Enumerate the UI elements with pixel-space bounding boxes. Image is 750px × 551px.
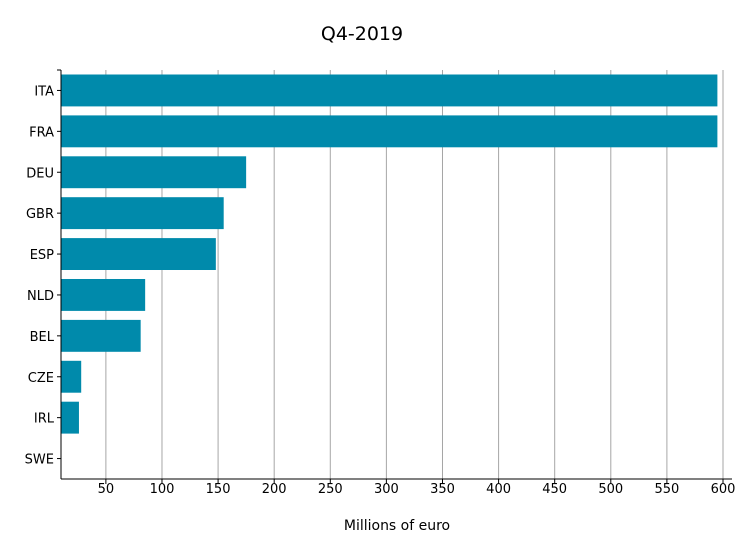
bar-deu <box>61 156 247 189</box>
tick-labels: 50 100 150 200 250 300 350 400 450 500 550 600 ITA FR… <box>25 84 736 497</box>
x-tick-label-450: 450 <box>542 482 567 497</box>
x-tick-label-200: 200 <box>262 482 287 497</box>
x-tick-label-600: 600 <box>711 482 736 497</box>
bar-nld <box>61 278 146 311</box>
bars <box>61 74 718 434</box>
x-tick-label-50: 50 <box>98 482 115 497</box>
y-tick-label-fra: FRA <box>29 125 54 140</box>
y-tick-label-nld: NLD <box>27 289 54 304</box>
y-tick-label-cze: CZE <box>28 371 54 386</box>
x-tick-label-500: 500 <box>598 482 623 497</box>
y-tick-label-irl: IRL <box>34 412 55 427</box>
bar-fra <box>61 115 718 148</box>
y-tick-label-esp: ESP <box>30 248 54 263</box>
bar-gbr <box>61 197 224 230</box>
y-tick-label-deu: DEU <box>26 166 54 181</box>
chart-title: Q4-2019 <box>321 23 403 45</box>
x-tick-label-100: 100 <box>150 482 175 497</box>
bar-cze <box>61 360 82 393</box>
bar-bel <box>61 319 141 352</box>
y-tick-label-swe: SWE <box>25 453 54 468</box>
x-tick-label-400: 400 <box>486 482 511 497</box>
x-axis-label: Millions of euro <box>344 518 450 534</box>
y-tick-label-ita: ITA <box>34 84 54 99</box>
x-tick-label-550: 550 <box>654 482 679 497</box>
x-tick-label-250: 250 <box>318 482 343 497</box>
x-tick-label-150: 150 <box>206 482 231 497</box>
x-tick-label-350: 350 <box>430 482 455 497</box>
x-tick-label-300: 300 <box>374 482 399 497</box>
bar-esp <box>61 238 216 271</box>
axes <box>57 69 732 484</box>
y-tick-label-bel: BEL <box>30 330 55 345</box>
bar-ita <box>61 74 718 107</box>
bar-irl <box>61 401 79 434</box>
y-tick-label-gbr: GBR <box>26 207 54 222</box>
